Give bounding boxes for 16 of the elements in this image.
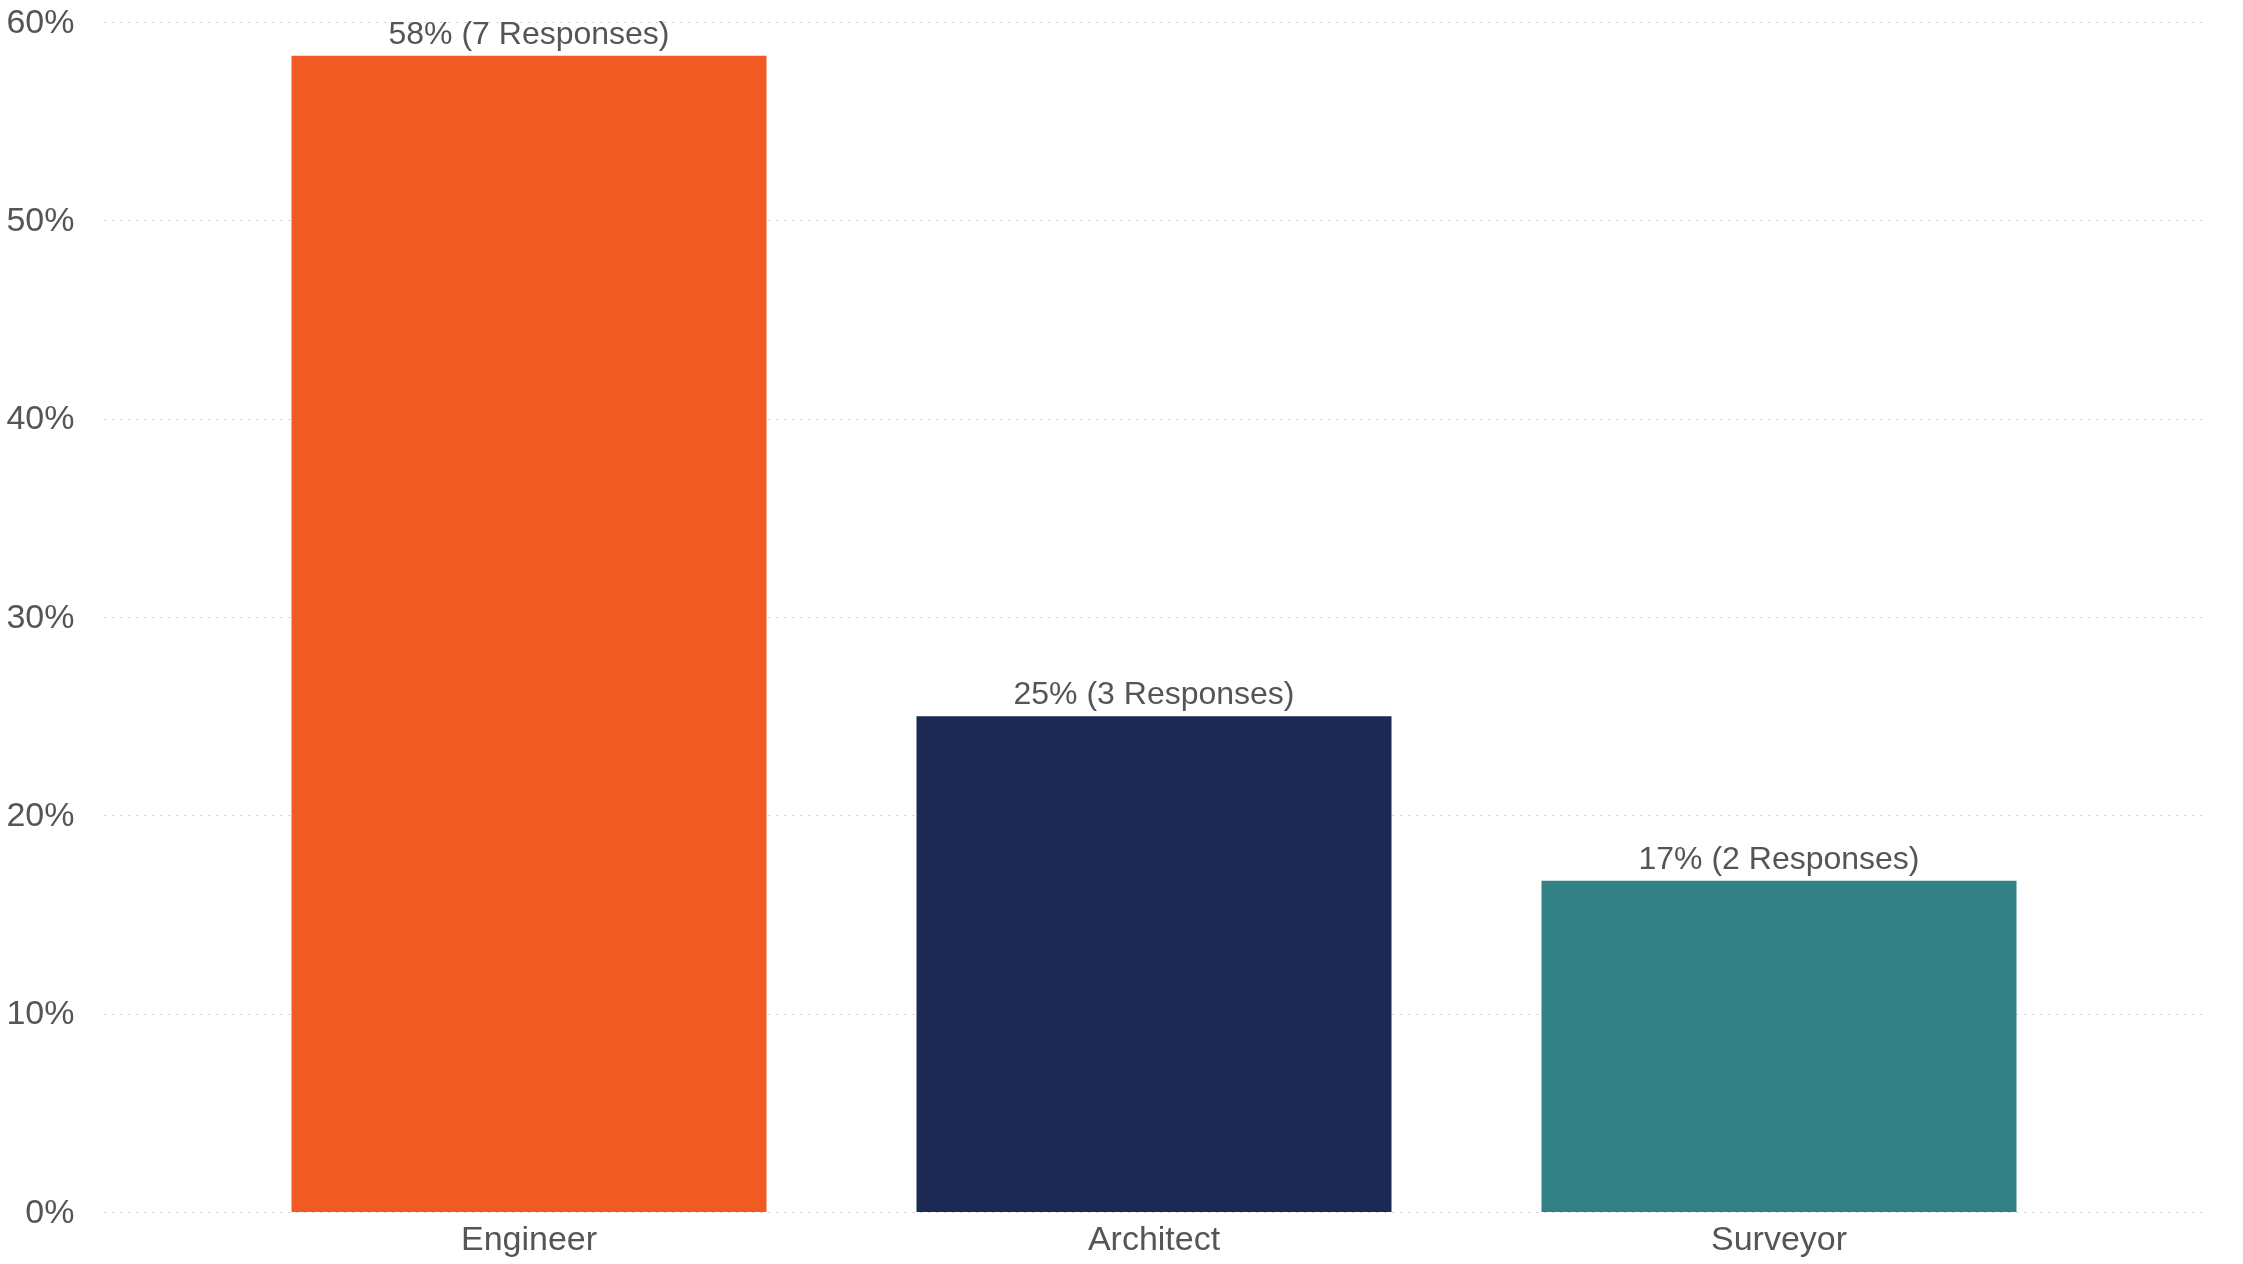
x-tick-label: Surveyor <box>1710 1218 1848 1257</box>
y-tick-label: 40% <box>6 398 75 437</box>
y-tick-label: 60% <box>6 1 75 40</box>
data-label: 17% (2 Responses) <box>1638 839 1920 876</box>
data-label: 25% (3 Responses) <box>1013 675 1295 712</box>
x-tick-label: Engineer <box>460 1218 598 1257</box>
x-tick-label: Architect <box>1087 1218 1221 1257</box>
y-tick-label: 0% <box>25 1191 75 1230</box>
y-tick-label: 20% <box>6 794 75 833</box>
bar <box>916 716 1392 1212</box>
data-label: 58% (7 Responses) <box>388 14 670 51</box>
y-tick-label: 10% <box>6 993 75 1032</box>
bar <box>291 55 767 1212</box>
bar <box>1541 880 2017 1212</box>
y-tick-label: 30% <box>6 596 75 635</box>
y-tick-label: 50% <box>6 199 75 238</box>
